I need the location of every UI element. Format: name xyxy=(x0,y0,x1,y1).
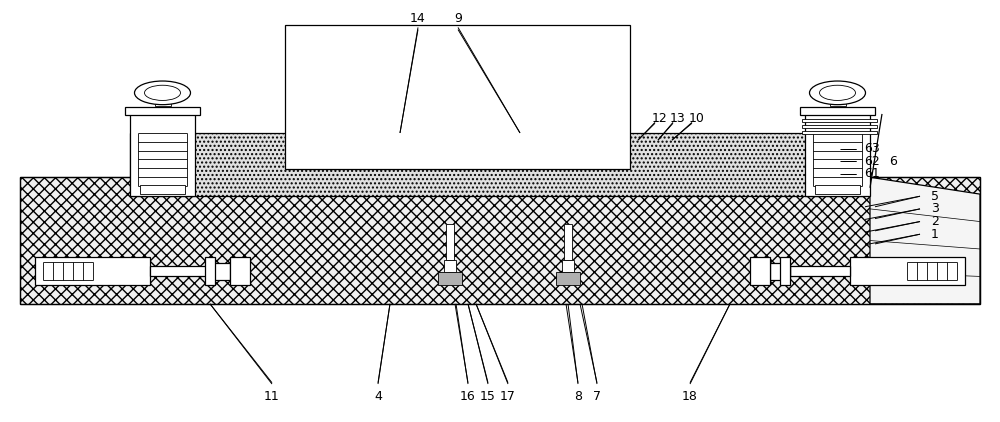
Bar xyxy=(564,224,572,260)
Text: 8: 8 xyxy=(574,390,582,403)
Bar xyxy=(790,266,850,276)
Bar xyxy=(210,262,230,279)
Text: 63: 63 xyxy=(864,142,880,155)
Text: 14: 14 xyxy=(410,13,426,25)
Text: 6: 6 xyxy=(889,155,897,168)
Bar xyxy=(802,125,877,128)
Bar xyxy=(830,93,846,106)
Bar xyxy=(130,114,195,196)
Bar xyxy=(802,131,877,134)
Polygon shape xyxy=(870,177,980,304)
Bar xyxy=(815,185,860,194)
Bar xyxy=(20,177,980,304)
Bar xyxy=(850,257,965,285)
Bar xyxy=(802,119,877,122)
Bar xyxy=(130,133,865,196)
Text: 2: 2 xyxy=(931,215,939,228)
Bar xyxy=(230,257,250,285)
Bar xyxy=(780,257,790,285)
Bar xyxy=(556,272,580,285)
Bar xyxy=(444,260,456,272)
Text: 5: 5 xyxy=(931,190,939,203)
Bar xyxy=(35,257,150,285)
Bar xyxy=(800,107,875,115)
Bar xyxy=(446,224,454,260)
Text: 62: 62 xyxy=(864,155,880,168)
Circle shape xyxy=(810,81,866,105)
Text: 12: 12 xyxy=(652,112,668,124)
Text: 10: 10 xyxy=(689,112,705,124)
Text: 3: 3 xyxy=(931,203,939,215)
Bar xyxy=(438,272,462,285)
Text: 16: 16 xyxy=(460,390,476,403)
Text: 11: 11 xyxy=(264,390,280,403)
Bar xyxy=(205,257,215,285)
Circle shape xyxy=(144,85,180,100)
Text: 61: 61 xyxy=(864,168,880,180)
Bar xyxy=(125,107,200,115)
Bar xyxy=(140,185,185,194)
Text: 17: 17 xyxy=(500,390,516,403)
Bar xyxy=(750,257,770,285)
Text: 15: 15 xyxy=(480,390,496,403)
Bar xyxy=(770,262,790,279)
Circle shape xyxy=(820,85,856,100)
Bar xyxy=(150,266,210,276)
Text: 7: 7 xyxy=(593,390,601,403)
Text: 4: 4 xyxy=(374,390,382,403)
Text: 13: 13 xyxy=(670,112,686,124)
Bar xyxy=(562,260,574,272)
Text: 18: 18 xyxy=(682,390,698,403)
Bar xyxy=(154,93,170,106)
Text: 1: 1 xyxy=(931,228,939,241)
Circle shape xyxy=(134,81,190,105)
Bar xyxy=(285,25,630,169)
Text: 9: 9 xyxy=(454,13,462,25)
Bar xyxy=(805,114,870,196)
